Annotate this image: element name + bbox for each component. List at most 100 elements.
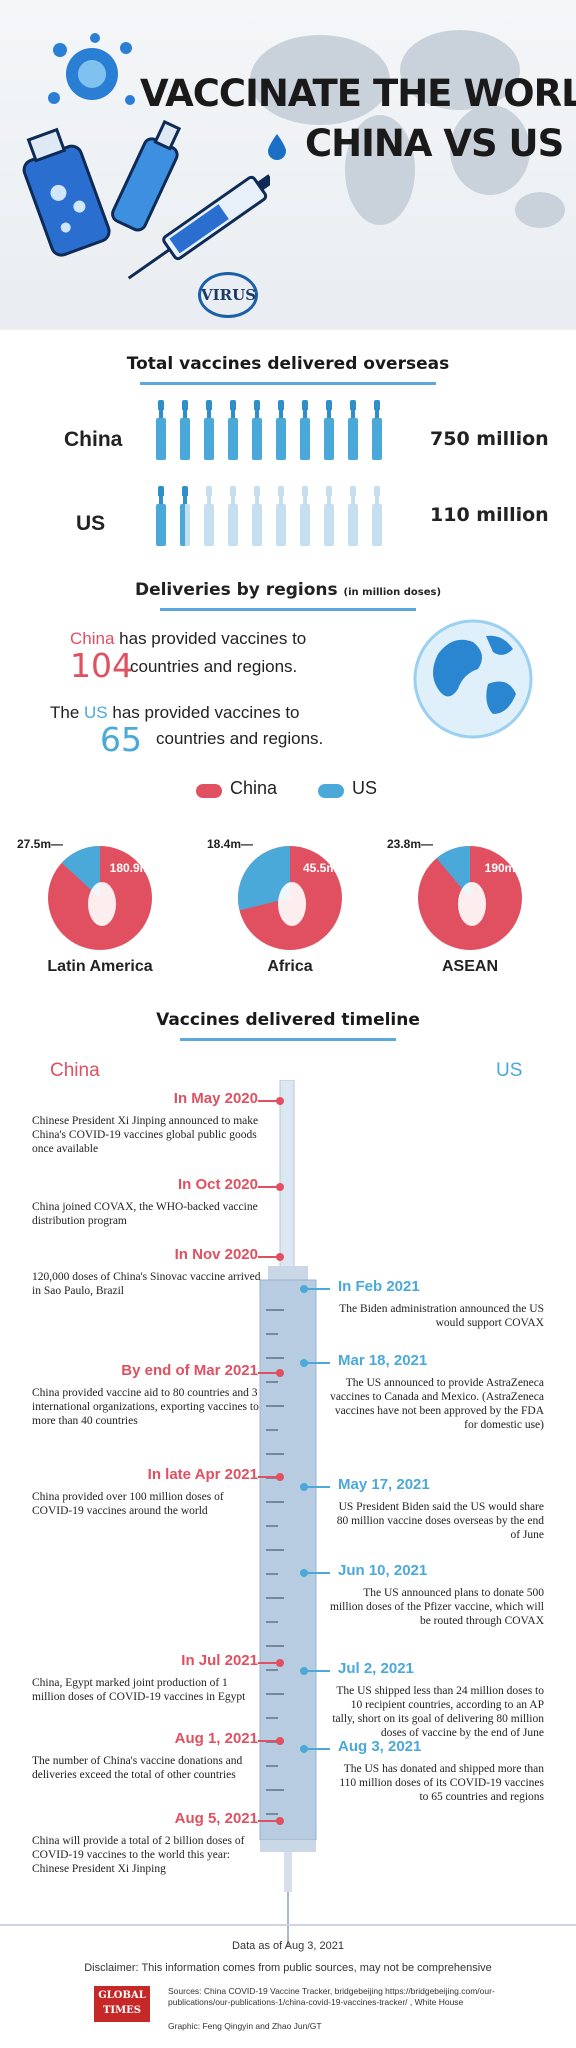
us-event-marker xyxy=(300,1285,308,1293)
virus-logo: VIRUS xyxy=(198,272,258,318)
china-event-marker xyxy=(276,1659,284,1667)
us-vial xyxy=(228,486,238,546)
timeline-section-title: Vaccines delivered timeline xyxy=(156,1010,420,1030)
pie-us-value: 18.4m— xyxy=(207,837,253,851)
data-as-of: Data as of Aug 3, 2021 xyxy=(232,1940,344,1952)
us-event-connector xyxy=(306,1362,330,1364)
us-event-date: Aug 3, 2021 xyxy=(338,1738,422,1755)
china-name-text: China xyxy=(70,629,115,648)
china-sentence-tail: countries and regions. xyxy=(130,657,298,676)
footer-divider xyxy=(0,1924,576,1926)
china-event-description: 120,000 doses of China's Sinovac vaccine… xyxy=(32,1271,261,1297)
china-country-count: 104 xyxy=(70,646,133,685)
china-event-description: The number of China's vaccine donations … xyxy=(32,1755,243,1781)
us-event-marker xyxy=(300,1745,308,1753)
us-event-connector xyxy=(306,1572,330,1574)
china-event-date: In May 2020 xyxy=(173,1090,258,1107)
us-vial xyxy=(252,486,262,546)
china-event-date: By end of Mar 2021 xyxy=(121,1362,258,1379)
timeline-title-underline xyxy=(180,1038,396,1041)
region-pie-charts: 180.9m 27.5m— 45.5m 18.4m— 190m 23.8m— xyxy=(17,837,522,950)
china-vial xyxy=(180,400,190,460)
timeline-us-header: US xyxy=(496,1060,523,1081)
china-event-marker xyxy=(276,1253,284,1261)
us-event-date: Mar 18, 2021 xyxy=(338,1352,428,1369)
pie-us-value: 23.8m— xyxy=(387,837,433,851)
us-vial xyxy=(372,486,382,546)
us-event-date: Jun 10, 2021 xyxy=(338,1562,428,1579)
pie-asean-label: ASEAN xyxy=(441,958,498,975)
pie-region-silhouette xyxy=(278,882,306,926)
china-vial xyxy=(228,400,238,460)
us-event-date: Jul 2, 2021 xyxy=(338,1660,414,1677)
china-event-description: Chinese President Xi Jinping announced t… xyxy=(32,1115,259,1155)
china-vial xyxy=(204,400,214,460)
pie-us-slice xyxy=(238,846,290,911)
china-event-connector xyxy=(258,1740,278,1742)
pie-region-silhouette xyxy=(88,882,116,926)
us-vial xyxy=(276,486,286,546)
us-event-marker xyxy=(300,1359,308,1367)
regions-title-text: Deliveries by regions xyxy=(134,580,338,600)
us-event-connector xyxy=(306,1748,330,1750)
us-event-connector xyxy=(306,1288,330,1290)
us-event-description: The US shipped less than 24 million dose… xyxy=(332,1685,544,1739)
china-event-connector xyxy=(258,1100,278,1102)
vaccine-illustration xyxy=(22,119,270,280)
us-vial xyxy=(348,486,358,546)
total-us-amount: 110 million xyxy=(430,504,549,526)
us-event-date: In Feb 2021 xyxy=(338,1278,420,1295)
pie-china-value: 180.9m xyxy=(110,861,151,875)
china-event-marker xyxy=(276,1369,284,1377)
us-event-connector xyxy=(306,1486,330,1488)
china-count-sentence: China has provided vaccines to xyxy=(70,628,306,650)
logo-line1: GLOBAL xyxy=(98,1990,146,2001)
virus-splash-icon xyxy=(48,33,135,105)
china-vial xyxy=(372,400,382,460)
us-vial xyxy=(156,486,166,546)
china-event-connector xyxy=(258,1186,278,1188)
us-event-connector xyxy=(306,1670,330,1672)
us-sentence-pre: The xyxy=(50,703,80,722)
us-event-description: The US announced to provide AstraZeneca … xyxy=(330,1377,544,1431)
china-event-date: In Oct 2020 xyxy=(177,1176,258,1193)
us-event-description: US President Biden said the US would sha… xyxy=(336,1501,544,1541)
us-event-description: The Biden administration announced the U… xyxy=(339,1303,544,1329)
regions-title-underline xyxy=(160,608,416,611)
us-event-description: The US has donated and shipped more than… xyxy=(339,1763,544,1803)
us-event-marker xyxy=(300,1667,308,1675)
china-event-description: China provided over 100 million doses of… xyxy=(32,1491,224,1517)
us-event-marker xyxy=(300,1569,308,1577)
us-sentence-tail: countries and regions. xyxy=(156,729,324,748)
total-china-label: China xyxy=(64,428,123,451)
china-event-date: Aug 5, 2021 xyxy=(174,1810,258,1827)
graphic-credit: Graphic: Feng Qingyin and Zhao Jun/GT xyxy=(168,2021,322,2031)
pie-china-value: 190m xyxy=(485,861,516,875)
china-vial xyxy=(300,400,310,460)
us-vial xyxy=(324,486,334,546)
globe-icon xyxy=(413,619,533,739)
disclaimer: Disclaimer: This information comes from … xyxy=(84,1962,492,1974)
pie-latin-america-label: Latin America xyxy=(47,958,153,975)
us-vial xyxy=(300,486,310,546)
pie-us-value: 27.5m— xyxy=(17,837,63,851)
china-event-date: In late Apr 2021 xyxy=(147,1466,258,1483)
us-event-date: May 17, 2021 xyxy=(338,1476,430,1493)
china-event-connector xyxy=(258,1256,278,1258)
china-event-connector xyxy=(258,1476,278,1478)
china-event-description: China will provide a total of 2 billion … xyxy=(32,1835,245,1875)
china-event-description: China, Egypt marked joint production of … xyxy=(32,1677,246,1703)
regions-section-title: Deliveries by regions (in million doses) xyxy=(0,580,576,600)
regions-title-unit: (in million doses) xyxy=(343,587,442,598)
total-section-title: Total vaccines delivered overseas xyxy=(126,354,450,374)
china-vial xyxy=(156,400,166,460)
china-event-date: In Jul 2021 xyxy=(181,1652,258,1669)
world-map-illustration xyxy=(250,30,565,228)
sources-text: Sources: China COVID-19 Vaccine Tracker,… xyxy=(168,1986,495,2007)
global-times-logo: GLOBAL TIMES xyxy=(94,1986,150,2022)
timeline-china-header: China xyxy=(50,1060,100,1081)
us-event-description: The US announced plans to donate 500 mil… xyxy=(330,1587,544,1627)
china-event-date: In Nov 2020 xyxy=(174,1246,258,1263)
china-sentence-rest: has provided vaccines to xyxy=(119,629,307,648)
legend-us-swatch xyxy=(318,784,344,798)
